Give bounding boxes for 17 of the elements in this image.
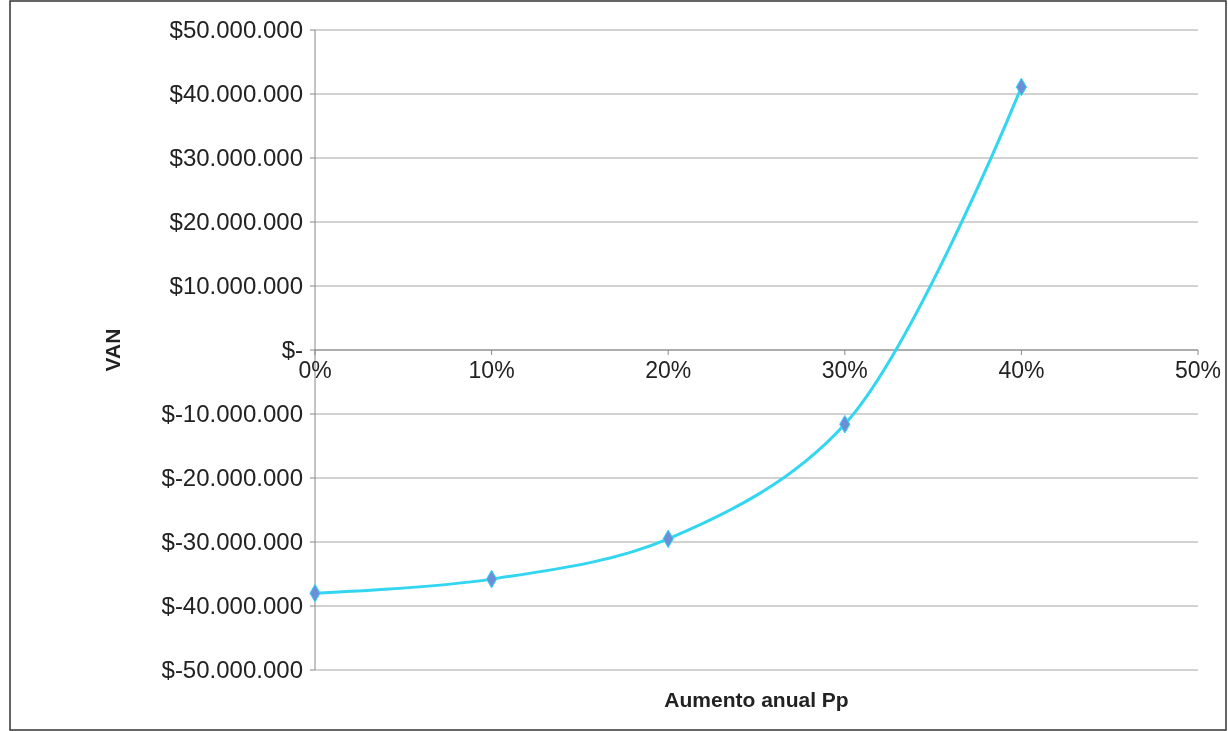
y-tick-label: $30.000.000	[169, 144, 303, 171]
y-tick-label: $20.000.000	[169, 208, 303, 235]
y-tick-label: $-50.000.000	[161, 656, 303, 683]
y-tick-label: $10.000.000	[169, 272, 303, 299]
x-tick-label: 20%	[645, 357, 692, 383]
x-tick-label: 30%	[821, 357, 868, 383]
y-tick-label: $-30.000.000	[161, 528, 303, 555]
y-tick-label: $50.000.000	[169, 16, 303, 43]
y-tick-label: $-40.000.000	[161, 592, 303, 619]
x-tick-label: 10%	[468, 357, 515, 383]
y-tick-label: $-10.000.000	[161, 400, 303, 427]
y-tick-label: $40.000.000	[169, 80, 303, 107]
x-axis-title: Aumento anual Pp	[664, 688, 849, 711]
x-tick-label: 50%	[1174, 357, 1222, 383]
y-tick-label: $-20.000.000	[161, 464, 303, 491]
y-axis-title: VAN	[101, 328, 124, 372]
x-tick-label: 40%	[998, 357, 1045, 383]
